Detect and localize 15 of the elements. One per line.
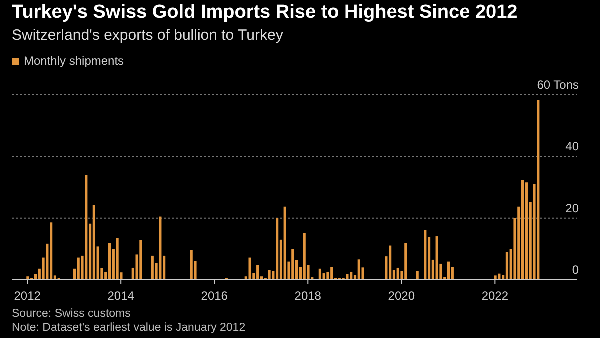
x-tick-label: 2022 bbox=[482, 289, 509, 303]
chart-title: Turkey's Swiss Gold Imports Rise to Highest Since 2012 bbox=[12, 2, 518, 24]
x-tick-label: 2012 bbox=[14, 289, 42, 303]
x-tick-label: 2014 bbox=[108, 289, 135, 303]
text: Note: Dataset's earliest value is January 2012 bbox=[12, 322, 246, 334]
source-note: Source: Swiss customs bbox=[12, 308, 131, 320]
x-tick-label: 2018 bbox=[294, 289, 322, 303]
chart-subtitle: Switzerland's exports of bullion to Turkey bbox=[12, 27, 284, 44]
legend-label: Monthly shipments bbox=[24, 54, 124, 68]
y-tick-label: 40 bbox=[566, 140, 580, 154]
y-tick-label: 0 bbox=[572, 263, 580, 277]
y-tick-label: 60 Tons bbox=[537, 78, 579, 92]
x-tick-label: 2020 bbox=[388, 289, 416, 303]
y-tick-label: 20 bbox=[566, 201, 580, 216]
x-tick-label: 2016 bbox=[201, 289, 228, 303]
